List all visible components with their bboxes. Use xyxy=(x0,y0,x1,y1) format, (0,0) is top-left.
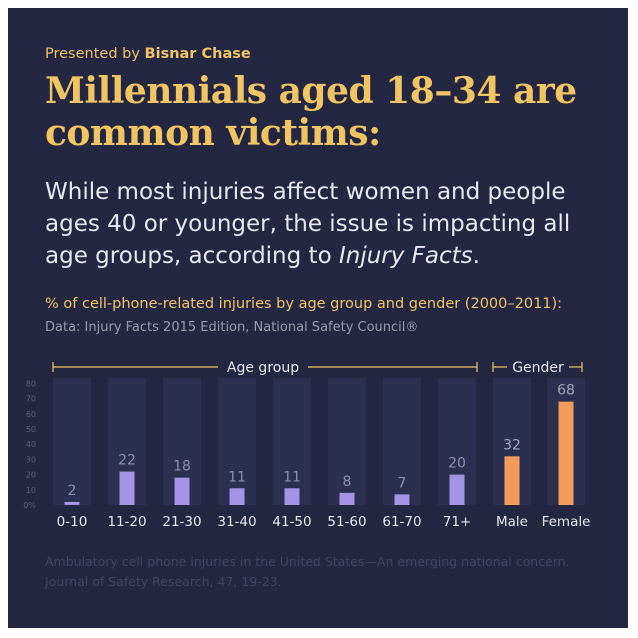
bar xyxy=(119,471,135,505)
presented-by: Presented by Bisnar Chase xyxy=(45,46,251,62)
bar-value-label: 68 xyxy=(557,383,575,399)
column-background xyxy=(218,378,256,505)
y-tick-label: 70 xyxy=(26,395,36,404)
category-label: 31-40 xyxy=(217,514,256,530)
bar xyxy=(284,488,300,505)
bar-value-label: 22 xyxy=(118,453,136,469)
group-label: Age group xyxy=(227,360,299,376)
y-tick-label: 30 xyxy=(26,455,36,464)
bar xyxy=(504,456,520,505)
group-label: Gender xyxy=(512,360,564,376)
bar-value-label: 20 xyxy=(448,456,466,472)
category-label: 21-30 xyxy=(162,514,201,530)
y-tick-label: 60 xyxy=(26,410,36,419)
y-tick-label: 0% xyxy=(23,501,36,510)
chart-title: % of cell-phone-related injuries by age … xyxy=(45,296,563,312)
category-label: Female xyxy=(542,514,591,530)
bar-value-label: 2 xyxy=(68,483,77,499)
bar xyxy=(558,401,574,505)
column-background xyxy=(328,378,366,505)
reference-footnote: Ambulatory cell phone injuries in the Un… xyxy=(45,554,570,589)
bar xyxy=(64,501,80,505)
column-background xyxy=(383,378,421,505)
bar xyxy=(229,488,245,505)
category-label: 61-70 xyxy=(382,514,421,530)
column-background xyxy=(53,378,91,505)
bar-value-label: 8 xyxy=(343,474,352,490)
y-tick-label: 20 xyxy=(26,471,36,480)
subtitle-source: Injury Facts xyxy=(338,243,473,269)
bar xyxy=(339,492,355,505)
bar xyxy=(174,477,190,505)
bar-value-label: 18 xyxy=(173,459,191,475)
category-label: Male xyxy=(496,514,528,530)
column-background xyxy=(273,378,311,505)
chart-source: Data: Injury Facts 2015 Edition, Nationa… xyxy=(45,320,419,335)
y-tick-label: 80 xyxy=(26,379,36,388)
subtitle: While most injuries affect women and peo… xyxy=(45,179,571,269)
bar-value-label: 11 xyxy=(283,469,301,485)
infographic-card xyxy=(8,8,628,628)
category-label: 41-50 xyxy=(272,514,311,530)
bar-value-label: 11 xyxy=(228,469,246,485)
category-label: 71+ xyxy=(443,514,472,530)
brand-name: Bisnar Chase xyxy=(144,46,251,62)
bar xyxy=(394,494,410,505)
category-label: 0-10 xyxy=(57,514,88,530)
y-tick-label: 10 xyxy=(26,486,36,495)
category-label: 51-60 xyxy=(327,514,366,530)
headline: Millennials aged 18–34 are common victim… xyxy=(45,70,577,154)
category-label: 11-20 xyxy=(107,514,146,530)
bar-value-label: 7 xyxy=(398,475,407,491)
y-tick-label: 50 xyxy=(26,425,36,434)
bar-value-label: 32 xyxy=(503,437,521,453)
y-tick-label: 40 xyxy=(26,440,36,449)
bar xyxy=(449,474,465,505)
